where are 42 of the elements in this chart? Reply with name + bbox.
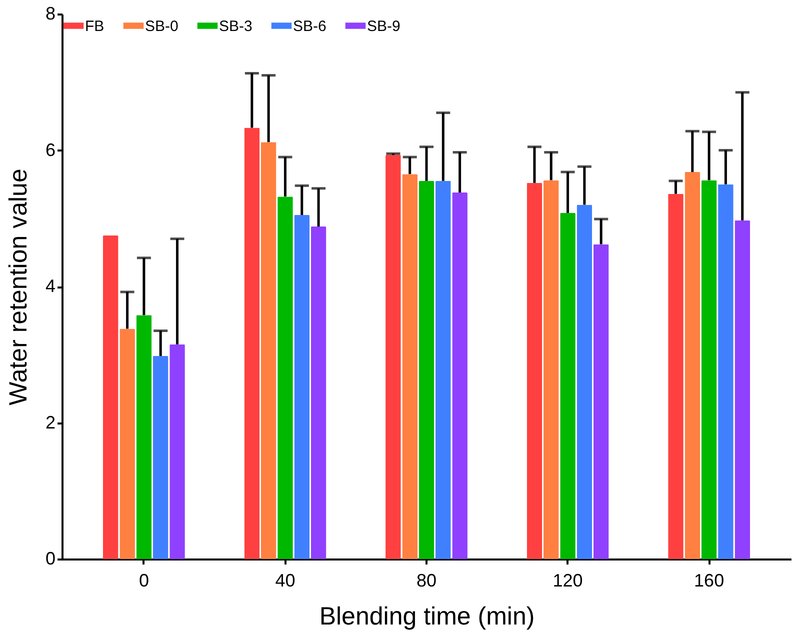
legend-label: SB-0 xyxy=(145,18,178,35)
y-tick-label: 0 xyxy=(45,548,56,568)
x-tick-label: 0 xyxy=(138,570,149,590)
bar xyxy=(102,235,118,559)
bar xyxy=(260,142,276,559)
y-tick-label: 8 xyxy=(45,4,56,24)
legend-label: FB xyxy=(85,18,104,35)
bar xyxy=(668,194,684,559)
bar xyxy=(402,174,418,559)
bar xyxy=(294,214,310,559)
bar xyxy=(136,315,152,559)
bar xyxy=(152,356,168,559)
bar xyxy=(244,128,260,559)
legend-label: SB-6 xyxy=(293,18,326,35)
bar xyxy=(120,328,135,559)
bar xyxy=(435,180,451,559)
x-axis-title: Blending time (min) xyxy=(319,602,535,630)
x-tick-label: 160 xyxy=(694,570,724,590)
bar xyxy=(418,180,434,559)
bar xyxy=(310,226,326,559)
y-tick-label: 2 xyxy=(45,412,56,432)
x-tick-label: 80 xyxy=(416,570,437,590)
x-tick-label: 40 xyxy=(275,570,296,590)
bar xyxy=(526,182,542,559)
bar xyxy=(452,192,468,559)
y-tick-label: 4 xyxy=(45,276,56,296)
bar xyxy=(543,180,559,559)
bar xyxy=(386,155,401,559)
legend-label: SB-3 xyxy=(219,18,252,35)
bar xyxy=(560,212,576,559)
y-tick-label: 6 xyxy=(45,140,56,160)
y-axis-title: Water retention value xyxy=(4,168,32,406)
bar xyxy=(278,196,293,559)
bar xyxy=(701,180,717,559)
legend-label: SB-9 xyxy=(367,18,400,35)
bar xyxy=(718,184,734,559)
bar xyxy=(170,344,185,559)
bar xyxy=(734,220,750,559)
bar xyxy=(684,172,700,559)
x-tick-label: 120 xyxy=(552,570,583,590)
bar xyxy=(576,204,592,559)
bar xyxy=(593,244,609,559)
